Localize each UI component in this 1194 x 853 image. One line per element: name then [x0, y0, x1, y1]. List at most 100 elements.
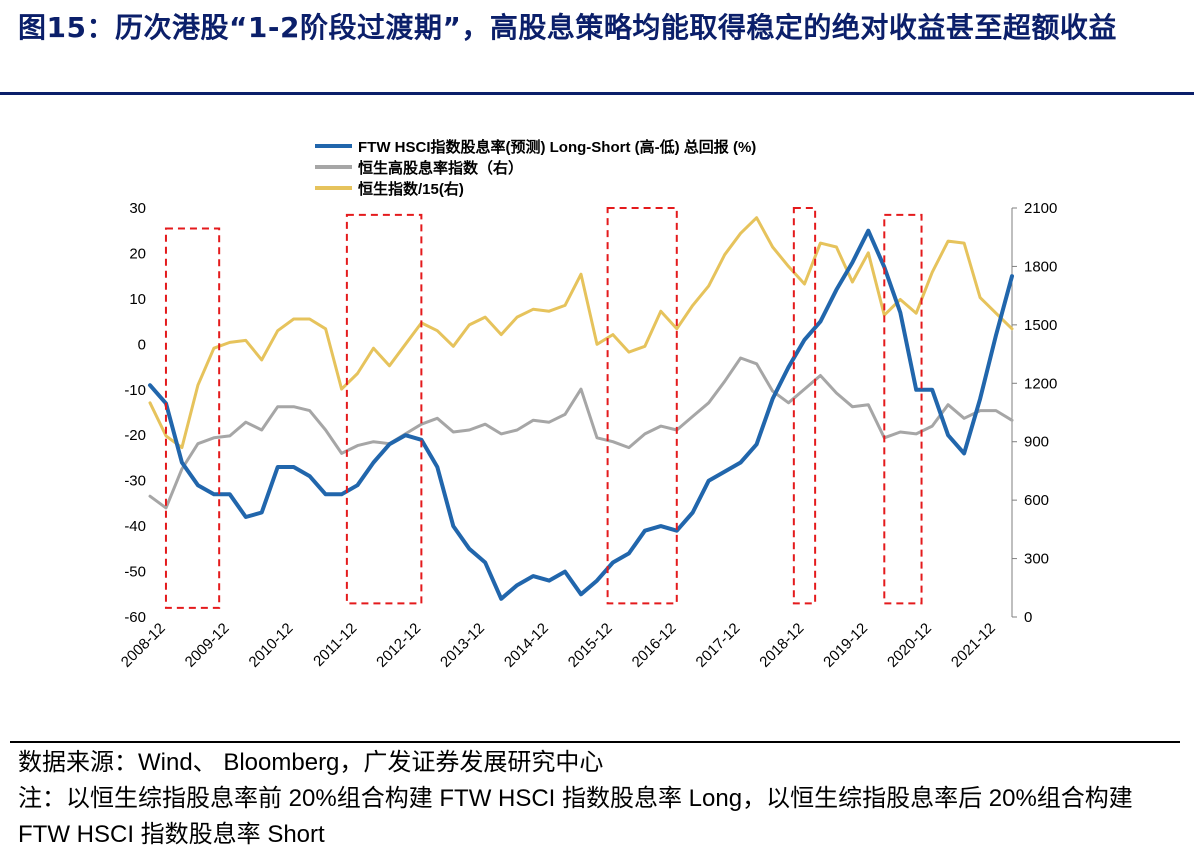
y-right-tick-label: 600	[1024, 492, 1049, 509]
y-right-tick-label: 2100	[1024, 200, 1057, 217]
data-point-hsci_dividend_yield_index	[532, 419, 534, 422]
data-point-hang_seng_div15	[771, 246, 774, 248]
data-point-hsci_dividend_yield_index	[292, 405, 295, 408]
highlight-box-1	[164, 227, 221, 609]
footnote: 注：以恒生综指股息率前 20%组合构建 FTW HSCI 指数股息率 Long，…	[18, 785, 1133, 848]
data-point-long_short	[803, 339, 806, 341]
x-tick-label: 2015-12	[565, 620, 616, 671]
data-point-hsci_dividend_yield_index	[612, 440, 614, 443]
data-point-hsci_dividend_yield_index	[963, 417, 965, 420]
data-point-hsci_dividend_yield_index	[436, 417, 439, 420]
line-chart: FTW HSCI指数股息率(预测) Long-Short (高-低) 总回报 (…	[118, 138, 1058, 671]
legend-label-hsci-high-dividend: 恒生高股息率指数（右）	[358, 159, 523, 177]
data-point-hsci_dividend_yield_index	[149, 495, 151, 498]
data-point-hang_seng_div15	[931, 271, 933, 274]
data-point-hang_seng_div15	[803, 283, 806, 285]
data-point-hsci_dividend_yield_index	[771, 390, 774, 392]
y-right-tick-label: 1800	[1024, 258, 1057, 275]
data-point-long_short	[468, 548, 471, 550]
data-point-hsci_dividend_yield_index	[516, 429, 518, 431]
series-line-hang_seng_div15	[148, 216, 1014, 450]
data-point-long_short	[628, 552, 630, 555]
data-point-long_short	[292, 466, 295, 468]
x-tick-label: 2014-12	[501, 620, 552, 671]
data-point-long_short	[548, 579, 550, 582]
data-point-long_short	[867, 229, 870, 232]
legend-label-hang-seng-div15: 恒生指数/15(右)	[358, 180, 464, 198]
data-point-hang_seng_div15	[245, 339, 247, 342]
data-point-long_short	[1011, 275, 1013, 277]
data-point-hsci_dividend_yield_index	[803, 388, 806, 390]
data-point-hang_seng_div15	[484, 316, 487, 318]
y-right-tick-label: 900	[1024, 434, 1049, 451]
highlight-box-3	[606, 207, 678, 605]
data-point-hang_seng_div15	[596, 343, 598, 346]
data-point-hsci_dividend_yield_index	[484, 423, 487, 426]
data-point-hang_seng_div15	[644, 345, 646, 348]
data-point-long_short	[819, 320, 822, 323]
x-tick-label: 2020-12	[884, 620, 935, 671]
data-point-hang_seng_div15	[787, 265, 790, 268]
data-point-hang_seng_div15	[500, 333, 503, 336]
data-point-hsci_dividend_yield_index	[181, 468, 183, 470]
x-tick-label: 2011-12	[310, 620, 360, 670]
data-point-hsci_dividend_yield_index	[660, 425, 662, 427]
data-point-hsci_dividend_yield_index	[755, 363, 758, 365]
data-point-long_short	[324, 493, 327, 496]
data-point-long_short	[340, 493, 343, 496]
data-point-hang_seng_div15	[995, 312, 997, 314]
data-point-hang_seng_div15	[229, 341, 231, 344]
data-point-hang_seng_div15	[963, 242, 965, 244]
x-tick-label: 2013-12	[437, 620, 488, 671]
y-left-tick-label: -10	[124, 382, 146, 399]
data-point-long_short	[660, 525, 662, 527]
data-point-long_short	[436, 466, 439, 468]
data-point-long_short	[771, 398, 774, 400]
data-point-hang_seng_div15	[292, 318, 295, 320]
data-point-hang_seng_div15	[388, 365, 391, 367]
y-left-tick-label: -50	[124, 564, 146, 581]
data-point-long_short	[308, 475, 311, 477]
data-point-long_short	[197, 484, 199, 487]
data-point-hang_seng_div15	[1011, 328, 1013, 330]
data-point-hsci_dividend_yield_index	[308, 409, 311, 412]
data-point-long_short	[149, 384, 151, 387]
y-left-tick-label: -40	[124, 518, 146, 535]
data-point-hang_seng_div15	[452, 345, 455, 348]
data-point-hsci_dividend_yield_index	[628, 446, 630, 449]
data-point-hang_seng_div15	[691, 304, 694, 307]
data-point-long_short	[691, 511, 694, 514]
data-point-hang_seng_div15	[404, 343, 407, 346]
data-point-hang_seng_div15	[165, 435, 167, 437]
data-point-long_short	[500, 598, 503, 600]
highlight-box-5	[883, 213, 923, 605]
highlight-boxes	[164, 207, 923, 609]
x-tick-label: 2008-12	[118, 620, 169, 671]
data-point-long_short	[516, 584, 518, 586]
y-left-tick-label: 10	[129, 291, 146, 308]
data-point-hsci_dividend_yield_index	[340, 452, 343, 455]
figure-title: 图15：历次港股“1-2阶段过渡期”，高股息策略均能取得稳定的绝对收益甚至超额收…	[18, 11, 1117, 44]
data-point-hang_seng_div15	[181, 446, 183, 449]
data-point-hsci_dividend_yield_index	[851, 405, 854, 408]
data-point-hsci_dividend_yield_index	[596, 437, 598, 439]
data-point-hsci_dividend_yield_index	[356, 444, 359, 447]
data-point-hsci_dividend_yield_index	[564, 413, 566, 416]
data-point-long_short	[372, 461, 375, 464]
data-point-long_short	[404, 434, 407, 437]
data-point-hsci_dividend_yield_index	[899, 431, 902, 433]
data-point-hsci_dividend_yield_index	[739, 357, 742, 359]
data-point-hsci_dividend_yield_index	[197, 442, 199, 445]
data-point-hsci_dividend_yield_index	[644, 433, 646, 435]
x-tick-label: 2016-12	[629, 620, 680, 671]
x-tick-label: 2018-12	[756, 620, 807, 671]
chart-axes: 30 20 10 0 -10 -20 -30 -40 -50 -60 2100 1800 1500 120…	[118, 200, 1058, 671]
data-point-long_short	[532, 575, 534, 577]
data-point-hsci_dividend_yield_index	[420, 423, 423, 426]
data-point-long_short	[723, 470, 726, 473]
data-point-hsci_dividend_yield_index	[835, 392, 838, 394]
data-point-hang_seng_div15	[723, 253, 726, 256]
data-point-long_short	[995, 334, 997, 336]
source-note: 数据来源：Wind、 Bloomberg，广发证券发展研究中心	[18, 749, 604, 776]
data-point-long_short	[484, 561, 487, 564]
